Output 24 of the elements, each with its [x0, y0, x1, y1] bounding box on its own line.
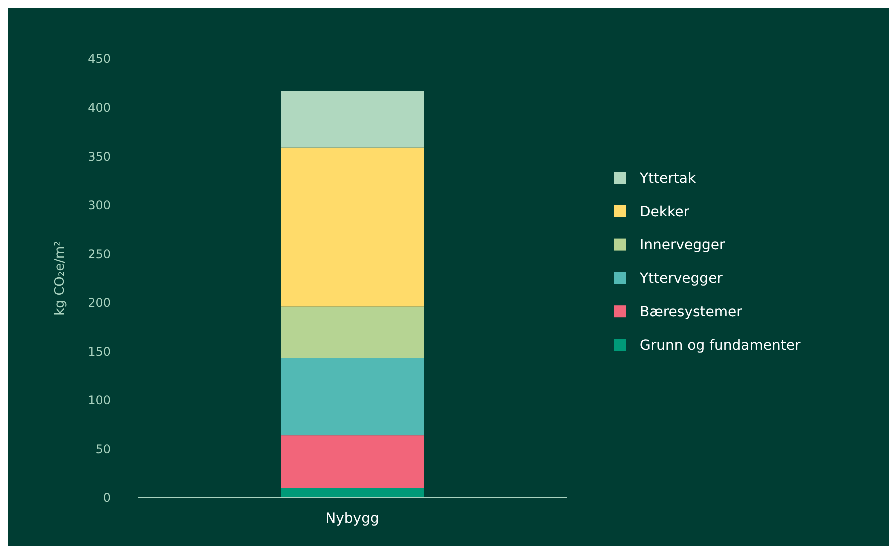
legend-label: Innervegger	[640, 238, 726, 254]
y-tick-label: 300	[88, 198, 111, 213]
legend-label: Yttervegger	[639, 271, 724, 288]
bar	[281, 306, 424, 358]
bar	[281, 91, 424, 148]
legend-label: Grunn og fundamenter	[640, 338, 801, 354]
legend-label: Dekker	[640, 204, 690, 220]
x-tick-label: Nybygg	[326, 511, 380, 527]
y-tick-label: 100	[88, 394, 111, 408]
bar	[281, 358, 424, 436]
y-tick-label: 450	[88, 52, 111, 66]
bar	[281, 436, 424, 488]
y-tick-label: 250	[88, 247, 111, 262]
y-tick-label: 150	[88, 344, 111, 359]
y-axis-title: kg CO₂e/m²	[53, 241, 68, 316]
y-tick-label: 0	[103, 491, 111, 506]
bar	[281, 148, 424, 307]
y-tick-label: 400	[88, 100, 111, 115]
y-tick-label: 50	[96, 442, 111, 456]
bar	[281, 488, 424, 498]
y-tick-label: 200	[88, 296, 111, 310]
y-tick-label: 350	[88, 150, 111, 164]
legend-label: Yttertak	[639, 170, 697, 187]
legend-label: Bæresystemer	[640, 304, 743, 320]
